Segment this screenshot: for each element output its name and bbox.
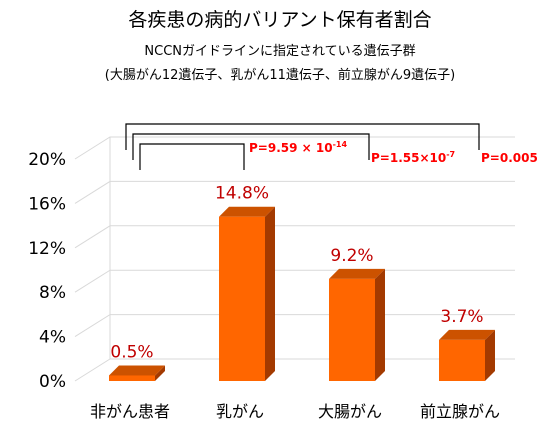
bar — [219, 206, 275, 381]
bar-side — [485, 329, 495, 381]
significance-bracket — [132, 133, 370, 160]
x-tick-label: 乳がん — [216, 402, 264, 421]
gridline — [74, 180, 515, 204]
bar — [109, 365, 165, 381]
significance-bracket — [125, 123, 480, 150]
significance-bracket — [139, 143, 245, 170]
y-tick-label: 20% — [28, 150, 66, 170]
p-value-base: P=9.59 × 10 — [249, 141, 333, 155]
p-value-label: P=9.59 × 10-14 — [249, 140, 347, 155]
y-tick-label: 8% — [39, 283, 66, 303]
bar-front — [439, 339, 485, 381]
x-axis: 非がん患者 乳がん 大腸がん 前立腺がん — [90, 402, 500, 421]
p-value-base: P=0.005 — [481, 151, 538, 165]
data-label: 9.2% — [330, 246, 373, 266]
bar-side — [265, 206, 275, 381]
bar — [439, 329, 495, 381]
x-tick-label: 非がん患者 — [90, 402, 170, 421]
data-label: 14.8% — [215, 184, 269, 204]
y-tick-label: 12% — [28, 239, 66, 259]
chart-subtitle-2: (大腸がん12遺伝子、乳がん11遺伝子、前立腺がん9遺伝子) — [105, 67, 456, 83]
y-tick-label: 4% — [39, 328, 66, 348]
bar-side — [155, 365, 165, 381]
bar-front — [329, 278, 375, 381]
chart-subtitle: NCCNガイドラインに指定されている遺伝子群 — [144, 44, 415, 59]
p-value-label: P=1.55×10-7 — [371, 150, 455, 165]
data-label: 3.7% — [440, 307, 483, 327]
bar-front — [219, 216, 265, 381]
x-tick-label: 大腸がん — [318, 402, 382, 421]
y-tick-label: 16% — [28, 194, 66, 214]
y-axis: 0% 4% 8% 12% 16% 20% — [28, 150, 66, 392]
bar-top — [439, 329, 495, 340]
y-tick-label: 0% — [39, 372, 66, 392]
significance-annotations: P=0.005 P=1.55×10-7 P=9.59 × 10-14 — [125, 123, 538, 170]
gridline — [74, 225, 515, 249]
bar-side — [375, 268, 385, 381]
bars: 0.5% 14.8% 9.2% 3.7% — [109, 184, 495, 381]
x-tick-label: 前立腺がん — [420, 402, 500, 421]
p-value-exponent: -14 — [333, 140, 348, 149]
p-value-exponent: -7 — [446, 150, 455, 159]
chart-title: 各疾患の病的バリアント保有者割合 — [128, 9, 431, 31]
gridline — [74, 269, 515, 293]
bar-top — [219, 206, 275, 217]
data-label: 0.5% — [110, 342, 153, 362]
p-value-base: P=1.55×10 — [371, 151, 446, 165]
p-value-label: P=0.005 — [481, 151, 538, 165]
bar-top — [109, 365, 165, 376]
bar-top — [329, 268, 385, 279]
bar — [329, 268, 385, 381]
bar-front — [109, 375, 155, 381]
